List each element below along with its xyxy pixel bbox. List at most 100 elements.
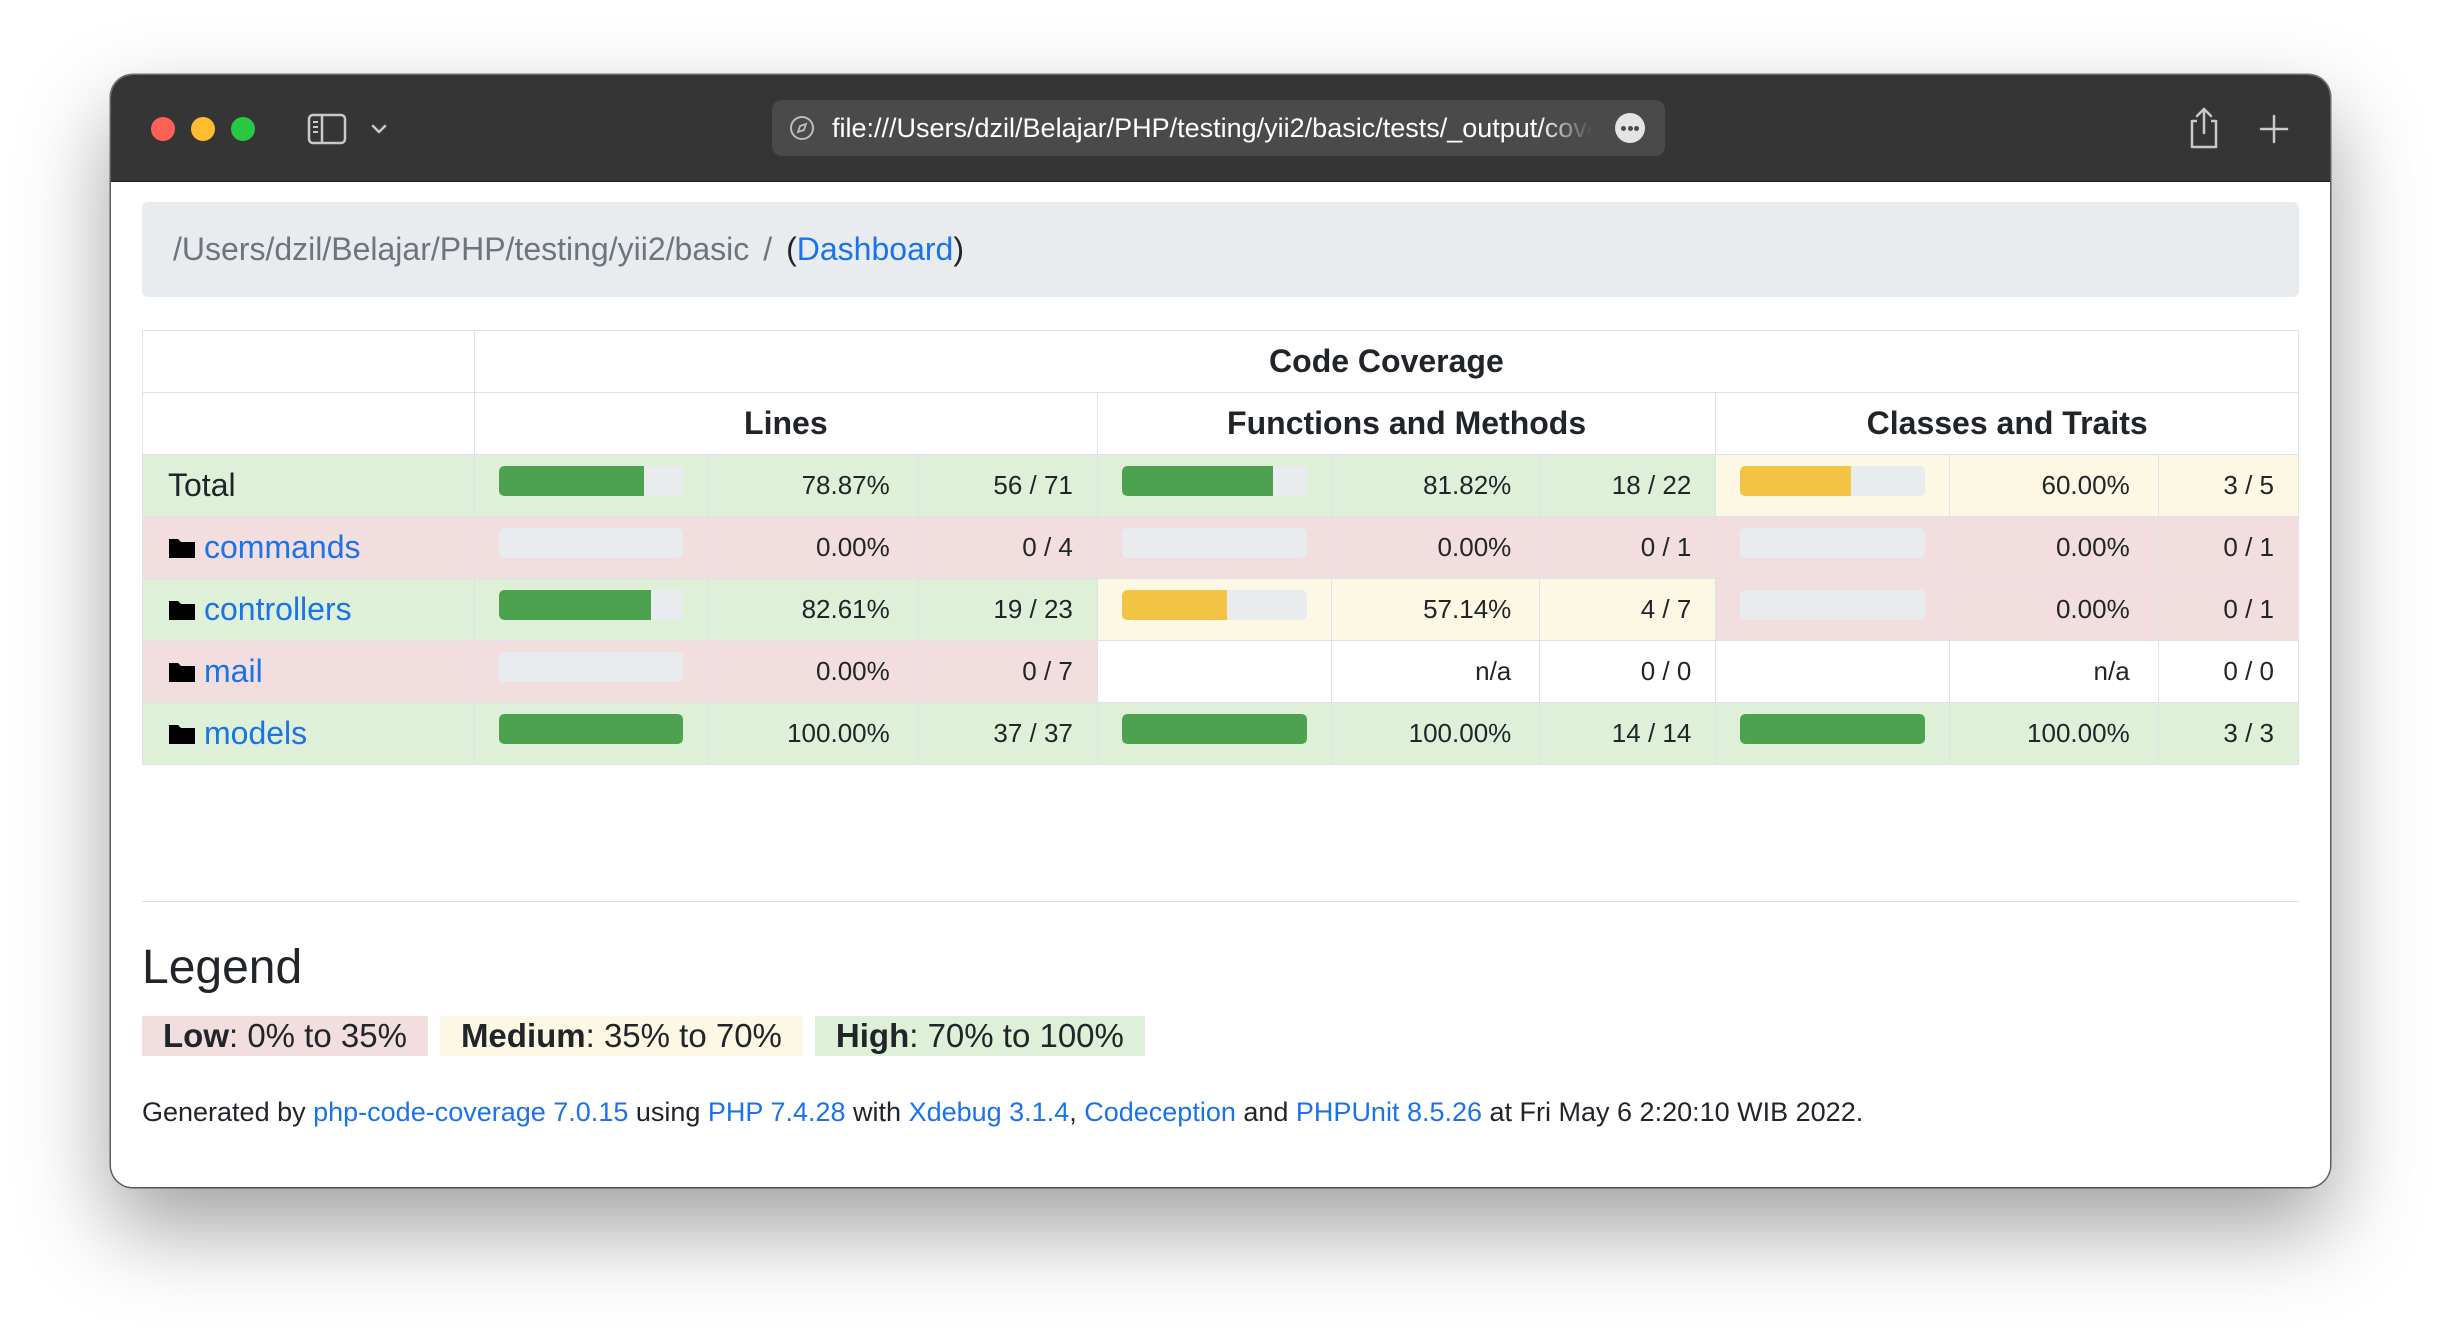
- functions-bar-cell: [1096, 454, 1332, 517]
- header-empty-cell: [142, 392, 475, 455]
- lines-progress-fill: [498, 589, 652, 620]
- lines-progress-fill: [498, 713, 684, 744]
- lines-bar-cell: [473, 516, 709, 579]
- functions-count: 0 / 0: [1539, 640, 1717, 703]
- divider: [142, 901, 2299, 902]
- classes-progress-bar: [1740, 713, 1925, 744]
- breadcrumb-close-paren: ): [953, 231, 964, 267]
- table-row: commands 0.00% 0 / 4 0.00% 0 / 1 0.00% 0 / 1: [142, 516, 2300, 579]
- breadcrumb: /Users/dzil/Belajar/PHP/testing/yii2/bas…: [142, 202, 2299, 297]
- legend-low: Low: 0% to 35%: [142, 1016, 428, 1056]
- classes-percent: 0.00%: [1948, 578, 2159, 641]
- functions-progress-bar: [1121, 465, 1307, 496]
- functions-bar-cell: [1096, 640, 1332, 703]
- zoom-window-button[interactable]: [231, 117, 255, 141]
- coverage-table: Code Coverage Lines Functions and Method…: [142, 330, 2300, 765]
- row-name-cell: mail: [142, 640, 475, 703]
- lines-bar-cell: [473, 578, 709, 641]
- classes-percent: 100.00%: [1948, 702, 2159, 765]
- legend-high-label: High: [835, 1017, 910, 1054]
- breadcrumb-open-paren: (: [786, 231, 797, 267]
- functions-header: Functions and Methods: [1096, 392, 1717, 455]
- functions-percent: 81.82%: [1330, 454, 1541, 517]
- legend-medium-label: Medium: [460, 1017, 586, 1054]
- sidebar-toggle-icon[interactable]: [307, 111, 347, 147]
- legend-medium-range: : 35% to 70%: [585, 1017, 782, 1054]
- functions-bar-cell: [1096, 578, 1332, 641]
- functions-progress-fill: [1121, 589, 1228, 620]
- lines-percent: 78.87%: [707, 454, 919, 517]
- lines-bar-cell: [473, 454, 709, 517]
- more-options-icon[interactable]: [1615, 113, 1645, 143]
- browser-window: file:///Users/dzil/Belajar/PHP/testing/y…: [111, 75, 2330, 1187]
- lines-bar-cell: [473, 640, 709, 703]
- new-tab-icon[interactable]: [2256, 111, 2292, 147]
- directory-link-mail[interactable]: mail: [204, 653, 263, 689]
- functions-percent: n/a: [1330, 640, 1541, 703]
- footer-text: at Fri May 6 2:20:10 WIB 2022.: [1482, 1097, 1864, 1127]
- codeception-link[interactable]: Codeception: [1084, 1097, 1236, 1127]
- classes-bar-cell: [1715, 454, 1950, 517]
- phpunit-link[interactable]: PHPUnit 8.5.26: [1295, 1097, 1483, 1127]
- functions-count: 14 / 14: [1539, 702, 1717, 765]
- functions-count: 0 / 1: [1539, 516, 1717, 579]
- classes-count: 3 / 3: [2157, 702, 2300, 765]
- classes-header: Classes and Traits: [1715, 392, 2299, 455]
- functions-count: 4 / 7: [1539, 578, 1717, 641]
- row-name-cell: Total: [142, 454, 475, 517]
- legend: Low: 0% to 35% Medium: 35% to 70% High : …: [142, 1016, 1145, 1056]
- functions-bar-cell: [1096, 702, 1332, 765]
- lines-progress-bar: [498, 651, 684, 682]
- lines-percent: 0.00%: [707, 640, 919, 703]
- functions-percent: 57.14%: [1330, 578, 1541, 641]
- compass-icon: [790, 116, 814, 140]
- dashboard-link[interactable]: Dashboard: [796, 231, 954, 267]
- lines-progress-bar: [498, 465, 684, 496]
- directory-link-models[interactable]: models: [204, 715, 308, 751]
- share-icon[interactable]: [2184, 105, 2224, 151]
- close-window-button[interactable]: [151, 117, 175, 141]
- functions-progress-bar: [1121, 713, 1307, 744]
- lines-count: 0 / 7: [917, 640, 1098, 703]
- functions-bar-cell: [1096, 516, 1332, 579]
- row-name-cell: commands: [142, 516, 475, 579]
- chevron-down-icon[interactable]: [367, 117, 391, 141]
- functions-percent: 0.00%: [1330, 516, 1541, 579]
- xdebug-link[interactable]: Xdebug 3.1.4: [908, 1097, 1070, 1127]
- directory-link-controllers[interactable]: controllers: [204, 591, 352, 627]
- folder-icon: [169, 539, 195, 558]
- table-row: mail 0.00% 0 / 7 n/a 0 / 0 n/a 0 / 0: [142, 640, 2300, 703]
- functions-percent: 100.00%: [1330, 702, 1541, 765]
- lines-count: 37 / 37: [917, 702, 1098, 765]
- classes-bar-cell: [1715, 702, 1950, 765]
- row-name-cell: controllers: [142, 578, 475, 641]
- browser-toolbar: file:///Users/dzil/Belajar/PHP/testing/y…: [111, 75, 2330, 182]
- classes-bar-cell: [1715, 516, 1950, 579]
- functions-progress-fill: [1121, 465, 1273, 496]
- minimize-window-button[interactable]: [191, 117, 215, 141]
- legend-title: Legend: [142, 941, 303, 994]
- lines-header: Lines: [473, 392, 1098, 455]
- lines-percent: 0.00%: [707, 516, 919, 579]
- lines-progress-bar: [498, 589, 684, 620]
- legend-medium: Medium: 35% to 70%: [439, 1016, 803, 1056]
- code-coverage-header: Code Coverage: [473, 330, 2300, 393]
- lines-bar-cell: [473, 702, 709, 765]
- classes-count: 0 / 1: [2157, 578, 2300, 641]
- breadcrumb-separator: /: [763, 231, 773, 267]
- lines-count: 0 / 4: [917, 516, 1098, 579]
- classes-count: 0 / 1: [2157, 516, 2300, 579]
- classes-count: 3 / 5: [2157, 454, 2300, 517]
- lines-count: 19 / 23: [917, 578, 1098, 641]
- classes-percent: 60.00%: [1948, 454, 2159, 517]
- lines-progress-bar: [498, 527, 684, 558]
- php-code-coverage-link[interactable]: php-code-coverage 7.0.15: [313, 1097, 629, 1127]
- url-text[interactable]: file:///Users/dzil/Belajar/PHP/testing/y…: [832, 113, 1592, 143]
- address-bar[interactable]: file:///Users/dzil/Belajar/PHP/testing/y…: [772, 100, 1665, 156]
- directory-link-commands[interactable]: commands: [204, 529, 361, 565]
- lines-progress-fill: [498, 465, 645, 496]
- php-link[interactable]: PHP 7.4.28: [707, 1097, 846, 1127]
- classes-progress-bar: [1740, 527, 1925, 558]
- classes-bar-cell: [1715, 640, 1950, 703]
- classes-progress-bar: [1740, 589, 1925, 620]
